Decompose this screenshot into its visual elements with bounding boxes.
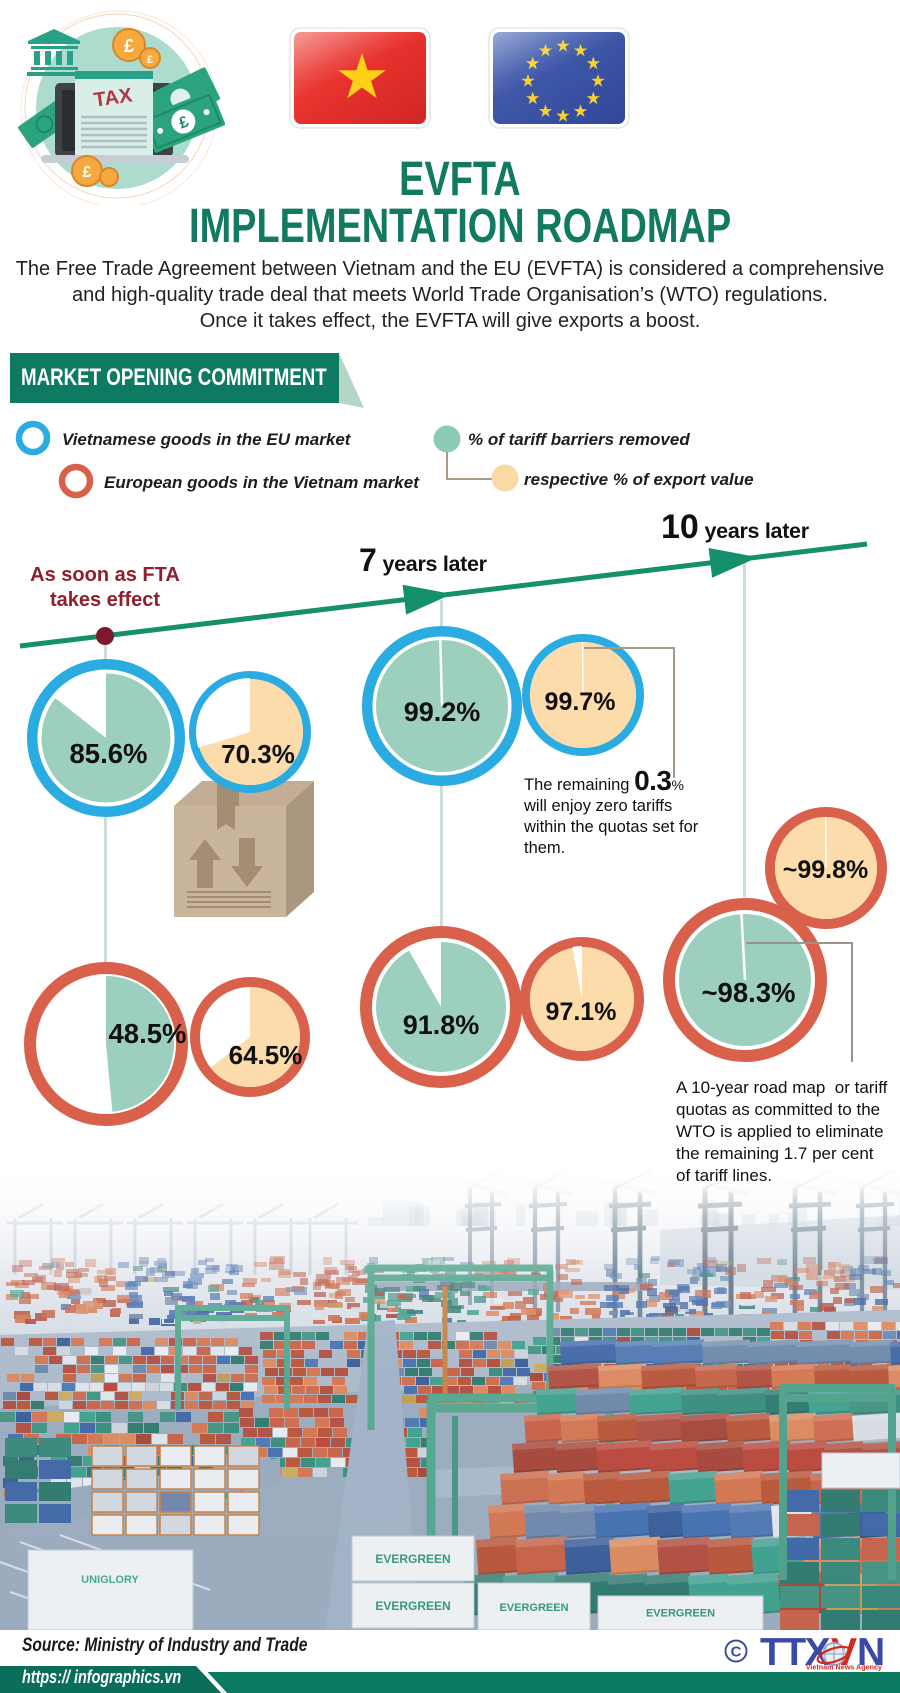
svg-text:N: N xyxy=(857,1631,885,1674)
svg-text:European goods in the Vietnam: European goods in the Vietnam market xyxy=(104,473,420,492)
svg-text:TTX: TTX xyxy=(760,1631,831,1674)
svg-text:97.1%: 97.1% xyxy=(546,998,617,1026)
svg-text:~98.3%: ~98.3% xyxy=(701,977,795,1008)
svg-text:91.8%: 91.8% xyxy=(403,1010,480,1040)
svg-text:£: £ xyxy=(124,36,134,56)
svg-text:£: £ xyxy=(83,164,92,181)
svg-text:respective % of export value: respective % of export value xyxy=(524,470,754,489)
svg-text:Vietnam News Agency: Vietnam News Agency xyxy=(806,1663,882,1672)
svg-text:64.5%: 64.5% xyxy=(229,1040,303,1070)
svg-text:TAX: TAX xyxy=(92,84,134,111)
svg-text:£: £ xyxy=(147,54,153,66)
svg-text:Vietnamese goods in the EU mar: Vietnamese goods in the EU market xyxy=(62,430,352,449)
svg-text:99.7%: 99.7% xyxy=(545,688,616,716)
svg-text:85.6%: 85.6% xyxy=(70,738,148,769)
svg-text:C: C xyxy=(731,1644,742,1661)
svg-text:% of tariff barriers removed: % of tariff barriers removed xyxy=(468,430,690,449)
svg-text:~99.8%: ~99.8% xyxy=(783,856,869,884)
svg-text:70.3%: 70.3% xyxy=(221,739,295,769)
svg-text:48.5%: 48.5% xyxy=(109,1018,187,1049)
svg-text:99.2%: 99.2% xyxy=(404,697,481,727)
